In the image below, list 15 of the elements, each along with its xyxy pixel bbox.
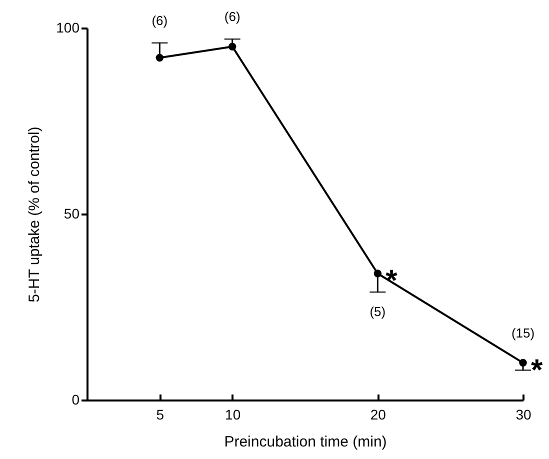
annotation: (15) [511,325,535,340]
annotation: (6) [224,9,240,24]
y-axis-title: 5-HT uptake (% of control) [26,126,44,302]
annotation: (5) [370,304,386,320]
y-tick-label: 100 [56,20,80,36]
annotation: * [531,354,543,387]
y-tick-label: 50 [64,206,80,222]
x-tick-label: 30 [516,406,532,422]
y-tick-label: 0 [72,392,80,408]
x-tick-label: 10 [225,406,241,422]
x-axis-title: Preincubation time (min) [224,434,387,450]
annotation: (6) [152,12,168,28]
x-tick-label: 20 [370,406,386,422]
x-tick-label: 5 [156,406,164,422]
annotation: * [386,264,398,298]
